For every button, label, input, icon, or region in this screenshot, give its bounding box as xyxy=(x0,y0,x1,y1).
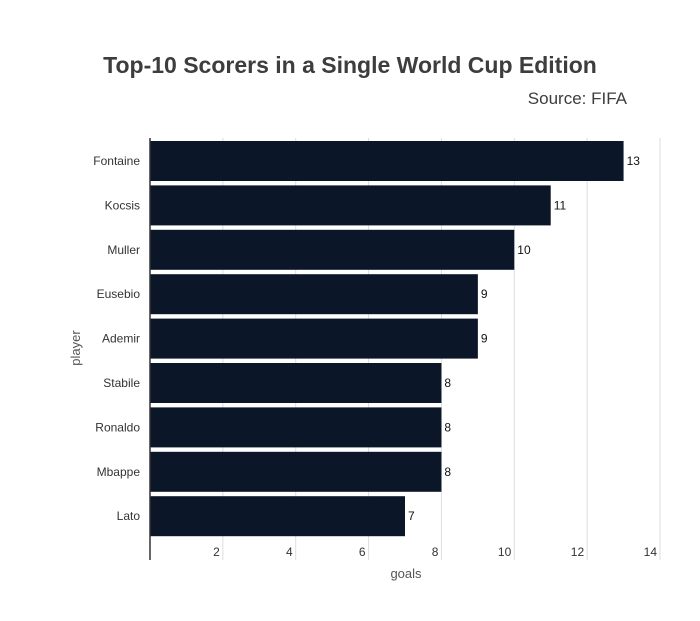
x-tick-label: 4 xyxy=(286,545,293,559)
data-label: 8 xyxy=(444,420,451,434)
category-label: Kocsis xyxy=(105,198,140,212)
bar-muller xyxy=(150,229,515,270)
bar-eusebio xyxy=(150,274,478,315)
data-label: 9 xyxy=(481,287,488,301)
x-tick-label: 10 xyxy=(498,545,512,559)
category-labels: Fontaine Kocsis Muller Eusebio Ademir Stabile… xyxy=(93,154,140,523)
category-label: Fontaine xyxy=(93,154,140,168)
chart-title: Top-10 Scorers in a Single World Cup Edi… xyxy=(103,52,597,78)
x-tick-label: 12 xyxy=(571,545,585,559)
bar-ademir xyxy=(150,318,478,359)
x-tick-label: 14 xyxy=(644,545,658,559)
category-label: Lato xyxy=(117,509,141,523)
data-label: 13 xyxy=(627,154,641,168)
category-label: Stabile xyxy=(103,376,140,390)
category-label: Eusebio xyxy=(97,287,141,301)
x-tick-label: 8 xyxy=(432,545,439,559)
data-label: 8 xyxy=(444,465,451,479)
data-label: 9 xyxy=(481,332,488,346)
category-label: Mbappe xyxy=(97,465,141,479)
data-label: 7 xyxy=(408,509,415,523)
x-tick-labels: 2 4 6 8 10 12 14 xyxy=(213,545,657,559)
data-label: 11 xyxy=(554,198,567,212)
category-label: Ronaldo xyxy=(95,420,140,434)
bar-kocsis xyxy=(150,185,551,226)
y-axis-label: player xyxy=(68,330,83,366)
data-label: 10 xyxy=(517,243,531,257)
x-tick-label: 2 xyxy=(213,545,220,559)
category-label: Muller xyxy=(107,243,140,257)
x-axis-label: goals xyxy=(390,566,422,581)
data-label: 8 xyxy=(444,376,451,390)
bar-fontaine xyxy=(150,141,624,181)
bar-stabile xyxy=(150,363,442,403)
bar-lato xyxy=(150,496,405,537)
bar-mbappe xyxy=(150,451,442,492)
bars xyxy=(150,141,624,537)
x-tick-label: 6 xyxy=(359,545,366,559)
category-label: Ademir xyxy=(102,332,140,346)
data-labels: 13 11 10 9 9 8 8 8 7 xyxy=(408,154,640,523)
bar-ronaldo xyxy=(150,407,442,448)
chart-subtitle: Source: FIFA xyxy=(527,89,627,108)
